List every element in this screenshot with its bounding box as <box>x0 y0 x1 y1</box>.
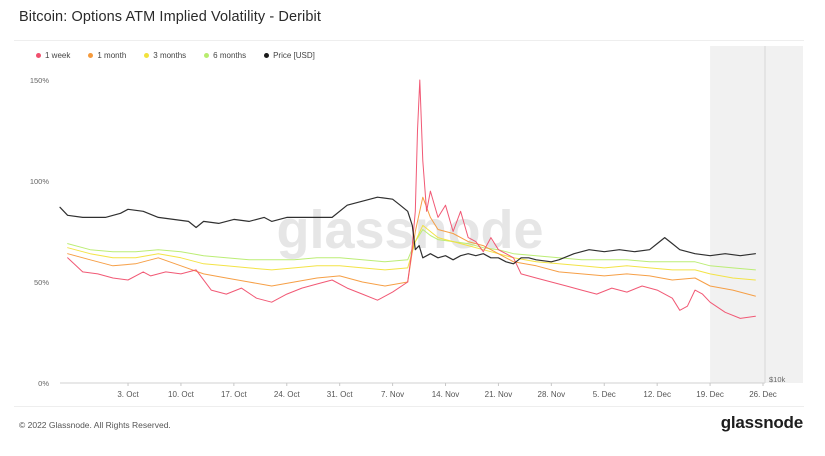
y-tick-label: 150% <box>30 76 50 85</box>
series-line-price-usd <box>59 196 756 265</box>
legend-item-1-week[interactable]: 1 week <box>36 51 70 60</box>
x-tick-label: 24. Oct <box>274 390 301 399</box>
y-tick-label: 100% <box>30 177 50 186</box>
x-tick-label: 5. Dec <box>593 390 616 399</box>
chart-legend: 1 week 1 month 3 months 6 months Price [USD] <box>36 51 333 60</box>
x-tick-label: 28. Nov <box>538 390 566 399</box>
legend-dot-icon <box>88 53 94 58</box>
brand-logo-text: glassnode <box>720 413 803 432</box>
legend-label: Price [USD] <box>273 51 315 60</box>
x-tick-label: 10. Oct <box>168 390 195 399</box>
y-right-tick-label: $10k <box>769 375 786 384</box>
x-tick-label: 17. Oct <box>221 390 248 399</box>
page-title: Bitcoin: Options ATM Implied Volatility … <box>19 9 321 25</box>
legend-label: 1 month <box>97 51 127 60</box>
copyright-text: © 2022 Glassnode. All Rights Reserved. <box>19 420 171 430</box>
legend-dot-icon <box>204 53 210 58</box>
x-tick-label: 19. Dec <box>696 390 724 399</box>
x-tick-label: 12. Dec <box>643 390 671 399</box>
legend-item-price-usd[interactable]: Price [USD] <box>264 51 315 60</box>
legend-item-1-month[interactable]: 1 month <box>88 51 126 60</box>
x-tick-label: 26. Dec <box>749 390 777 399</box>
legend-item-3-months[interactable]: 3 months <box>144 51 186 60</box>
x-tick-label: 14. Nov <box>432 390 460 399</box>
legend-item-6-months[interactable]: 6 months <box>204 51 246 60</box>
legend-label: 1 week <box>45 51 71 60</box>
legend-dot-icon <box>144 53 150 58</box>
footer-divider <box>14 406 804 407</box>
legend-label: 6 months <box>213 51 247 60</box>
series-line-6-months <box>67 229 756 271</box>
x-tick-label: 3. Oct <box>117 390 139 399</box>
forecast-shade <box>710 46 803 383</box>
x-tick-label: 31. Oct <box>327 390 354 399</box>
y-tick-label: 0% <box>38 379 49 388</box>
x-tick-label: 7. Nov <box>381 390 404 399</box>
legend-label: 3 months <box>153 51 187 60</box>
series-line-3-months <box>67 224 756 281</box>
legend-dot-icon <box>36 53 41 58</box>
y-tick-label: 50% <box>34 278 49 287</box>
title-divider <box>14 40 804 41</box>
series-line-1-week <box>67 79 756 319</box>
legend-dot-icon <box>264 53 270 58</box>
x-tick-label: 21. Nov <box>485 390 513 399</box>
